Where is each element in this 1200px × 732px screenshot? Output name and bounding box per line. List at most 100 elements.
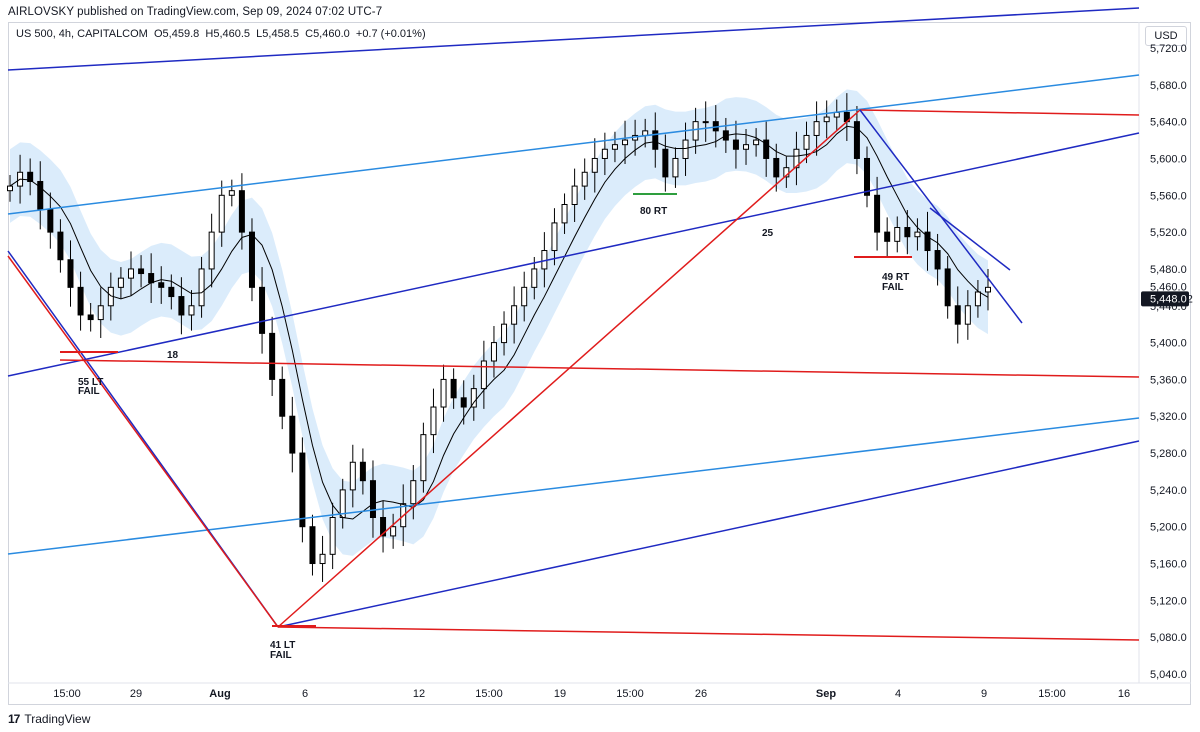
blue-channel-line (7, 132, 1140, 377)
price-line-label: 5,448.0 (1150, 293, 1187, 305)
chart-annotation: FAIL (78, 386, 100, 397)
red-horizontal-line (59, 359, 1140, 378)
tradingview-brand: TradingView (24, 712, 91, 726)
currency-button[interactable]: USD (1145, 26, 1187, 46)
candle-up (581, 171, 588, 187)
y-tick-label: 5,320.0 (1150, 411, 1187, 423)
candle-up (127, 268, 134, 279)
x-tick-label: 15:00 (475, 688, 503, 700)
x-tick-label: 15:00 (1038, 688, 1066, 700)
x-tick-label: Aug (209, 688, 230, 700)
chart-annotation: 80 RT (640, 206, 667, 217)
y-tick-label: 5,120.0 (1150, 595, 1187, 607)
candle-down (924, 231, 931, 252)
x-tick-label: 26 (695, 688, 707, 700)
x-tick-label: 29 (130, 688, 142, 700)
candle-up (591, 157, 598, 173)
candle-down (87, 314, 94, 321)
last-price-label: 5,460.0 (1150, 281, 1187, 293)
chart-annotation: 41 LT (270, 640, 295, 651)
candle-up (228, 190, 235, 196)
candle-up (813, 121, 820, 136)
candle-down (299, 452, 306, 528)
candle-down (259, 286, 266, 334)
y-tick-label: 5,280.0 (1150, 448, 1187, 460)
candle-down (934, 250, 941, 270)
candle-down (77, 286, 84, 316)
candle-up (551, 222, 558, 252)
y-tick-label: 5,400.0 (1150, 338, 1187, 350)
y-tick-label: 5,560.0 (1150, 190, 1187, 202)
candle-up (753, 139, 760, 146)
candle-down (67, 259, 74, 288)
candle-up (894, 227, 901, 242)
candle-down (47, 208, 54, 233)
price-line-badge (1141, 291, 1189, 307)
x-tick-label: 15:00 (616, 688, 644, 700)
chart-annotation: FAIL (882, 282, 904, 293)
y-tick-label: 5,200.0 (1150, 522, 1187, 534)
lower-lightblue-channel-line (7, 417, 1140, 555)
chart-annotation: 49 RT (882, 272, 909, 283)
candle-up (561, 204, 568, 224)
y-tick-label: 5,160.0 (1150, 559, 1187, 571)
chart-annotation: 25 (762, 228, 774, 239)
candle-down (460, 397, 467, 408)
high-label: H (205, 28, 214, 40)
candle-up (390, 526, 397, 537)
upper-blue-channel-line (7, 7, 1140, 71)
candle-up (914, 231, 921, 238)
candle-down (238, 190, 245, 233)
tradingview-logo-icon: 17 (8, 712, 20, 726)
candle-down (148, 273, 155, 284)
candle-down (954, 305, 961, 325)
red-down-trend-line (7, 255, 279, 628)
low-value: 5,458.5 (262, 28, 299, 40)
tradingview-footer: 17 TradingView (8, 712, 90, 726)
low-label: L (256, 28, 263, 40)
candle-down (884, 231, 891, 242)
candle-up (198, 268, 205, 307)
candle-up (611, 144, 618, 150)
open-label: O (153, 28, 163, 40)
x-tick-label: 15:00 (53, 688, 81, 700)
candle-down (309, 526, 316, 565)
candle-down (904, 227, 911, 238)
lightblue-channel-line (7, 74, 1140, 215)
y-tick-label: 5,040.0 (1150, 669, 1187, 681)
high-value: 5,460.5 (213, 28, 251, 40)
x-tick-label: 16 (1118, 688, 1130, 700)
x-tick-label: 19 (554, 688, 566, 700)
open-value: 5,459.8 (162, 28, 200, 40)
candle-up (420, 434, 427, 482)
chart-annotation: 18 (167, 350, 179, 361)
chart-annotation: FAIL (270, 650, 292, 661)
y-tick-label: 5,360.0 (1150, 374, 1187, 386)
x-tick-label: 12 (413, 688, 425, 700)
y-tick-label: 5,640.0 (1150, 117, 1187, 129)
candle-up (964, 305, 971, 325)
candle-down (168, 286, 175, 298)
candle-up (490, 342, 497, 362)
candle-up (672, 157, 679, 178)
candle-down (138, 268, 145, 275)
candle-up (833, 111, 840, 118)
candle-down (732, 139, 739, 150)
candle-down (853, 121, 860, 159)
y-tick-label: 5,680.0 (1150, 80, 1187, 92)
y-tick-label: 5,600.0 (1150, 153, 1187, 165)
y-tick-label: 5,720.0 (1150, 43, 1187, 55)
candle-up (470, 388, 477, 408)
candle-up (743, 144, 750, 150)
candle-up (601, 148, 608, 159)
candle-up (440, 378, 447, 408)
symbol-label: US 500, 4h, CAPITALCOM (16, 28, 148, 40)
candle-down (944, 268, 951, 307)
close-value: 5,460.0 (313, 28, 350, 40)
candle-down (450, 378, 457, 399)
candle-up (480, 360, 487, 390)
moving-average-line (9, 125, 989, 520)
candle-down (662, 148, 669, 178)
candle-down (178, 296, 185, 316)
